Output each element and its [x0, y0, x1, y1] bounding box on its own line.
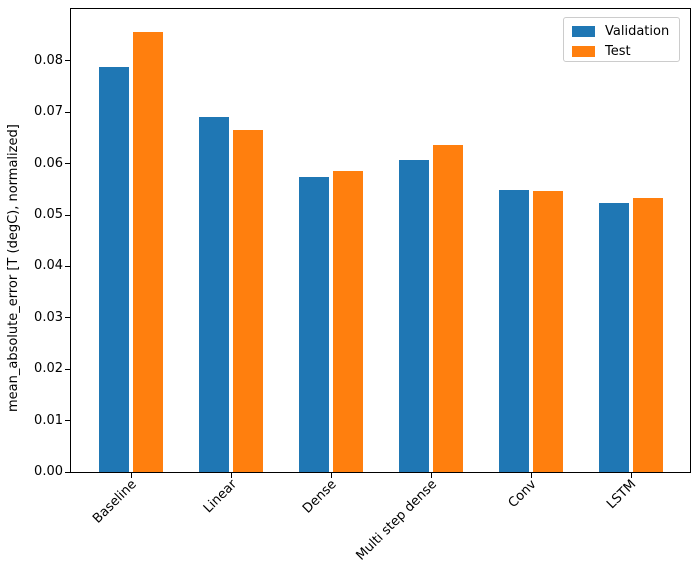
bars-layer	[70, 8, 691, 472]
bar-test-baseline	[133, 31, 163, 472]
bar-validation-linear	[199, 117, 229, 472]
plot-area	[70, 8, 691, 473]
x-tick-label: Baseline	[90, 477, 140, 527]
y-tick-label: 0.05	[34, 207, 63, 223]
bar-test-dense	[333, 170, 363, 472]
y-tick	[65, 317, 70, 319]
y-tick-label: 0.00	[34, 464, 63, 479]
x-tick	[331, 473, 332, 478]
x-tick-label: LSTM	[604, 477, 640, 513]
legend-item-test: Test	[572, 44, 671, 59]
x-tick	[431, 473, 432, 478]
y-tick	[65, 214, 70, 216]
x-tick-label: Conv	[505, 477, 540, 511]
y-tick	[65, 265, 70, 267]
legend-item-validation: Validation	[572, 24, 671, 39]
y-tick	[65, 60, 70, 62]
legend-label-test: Test	[605, 44, 631, 59]
bar-validation-dense	[299, 177, 329, 472]
y-tick-label: 0.02	[34, 361, 63, 377]
bar-test-multi-step-dense	[433, 145, 463, 472]
legend: Validation Test	[563, 17, 680, 62]
bar-test-conv	[533, 191, 563, 472]
y-tick-label: 0.08	[34, 52, 63, 68]
validation-swatch-icon	[572, 26, 595, 37]
x-tick	[631, 473, 632, 478]
test-swatch-icon	[572, 46, 595, 57]
legend-label-validation: Validation	[605, 24, 670, 39]
y-tick	[65, 471, 70, 473]
x-tick	[231, 473, 232, 478]
x-tick	[131, 473, 132, 478]
y-tick	[65, 163, 70, 165]
bar-test-lstm	[633, 197, 663, 472]
x-tick-label: Linear	[200, 477, 240, 517]
bar-validation-multi-step-dense	[399, 159, 429, 472]
y-tick-label: 0.01	[34, 412, 63, 428]
y-tick-label: 0.04	[34, 258, 63, 274]
x-tick-label: Multi step dense	[353, 477, 440, 564]
y-tick-label: 0.07	[34, 104, 63, 120]
bar-test-linear	[233, 129, 263, 472]
y-tick-label: 0.03	[34, 309, 63, 325]
y-tick-label: 0.06	[34, 155, 63, 171]
bar-validation-lstm	[599, 202, 629, 472]
y-tick	[65, 420, 70, 422]
x-tick-label: Dense	[299, 477, 340, 517]
bar-validation-conv	[499, 190, 529, 472]
x-tick	[531, 473, 532, 478]
y-tick	[65, 111, 70, 113]
bar-validation-baseline	[99, 67, 129, 472]
y-axis-title: mean_absolute_error [T (degC), normalize…	[6, 124, 21, 412]
y-tick	[65, 368, 70, 370]
